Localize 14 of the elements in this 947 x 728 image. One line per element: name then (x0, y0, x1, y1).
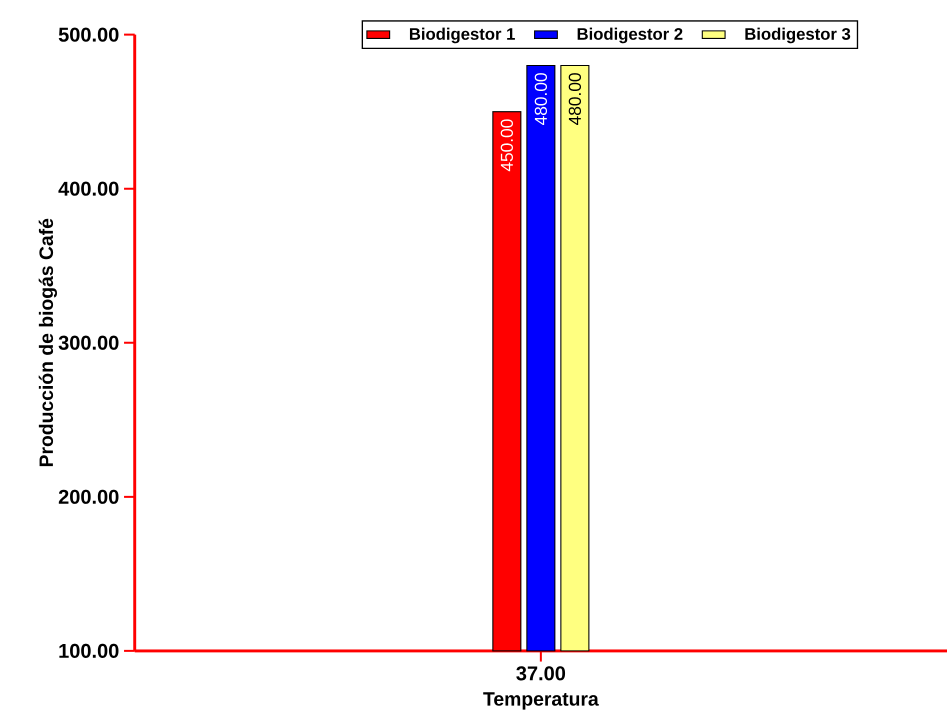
legend-label: Biodigestor 3 (745, 27, 850, 44)
y-tick-label: 100.00 (59, 644, 118, 658)
legend-label: Biodigestor 2 (578, 27, 682, 44)
x-tick-label: 37.00 (516, 666, 566, 680)
data-label: 450.00 (500, 119, 513, 172)
y-tick-label: 400.00 (58, 182, 118, 196)
data-label: 480.00 (568, 72, 582, 125)
data-label: 480.00 (534, 72, 547, 125)
y-tick-label: 300.00 (58, 336, 118, 350)
x-axis-title: Temperatura (483, 692, 599, 710)
y-tick-label: 500.00 (58, 27, 118, 42)
legend-label: Biodigestor 1 (410, 27, 515, 44)
y-axis-title: Producción de biogás Café (38, 218, 57, 466)
y-tick-label: 200.00 (58, 490, 118, 504)
